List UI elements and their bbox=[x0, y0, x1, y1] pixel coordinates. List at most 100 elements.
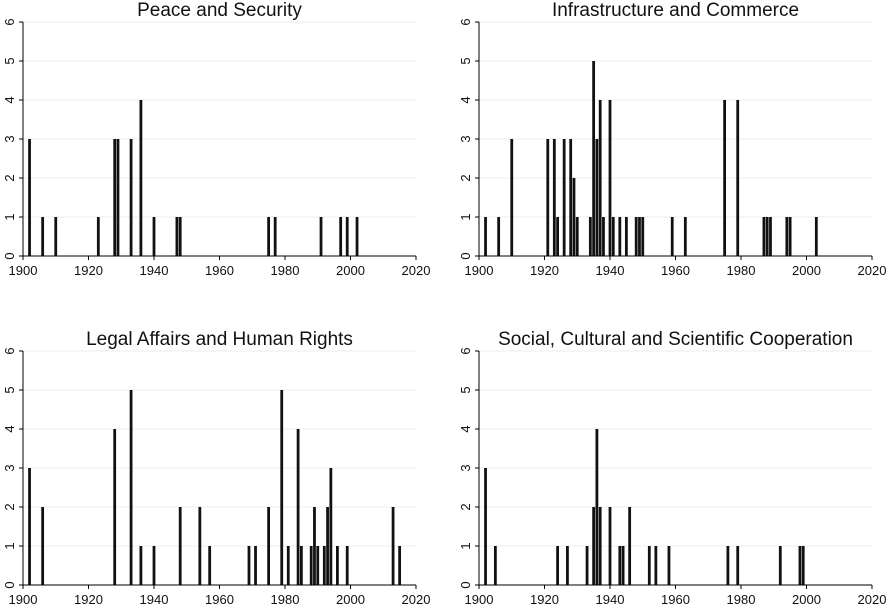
y-tick-label: 2 bbox=[2, 174, 17, 181]
y-tick-label: 3 bbox=[2, 464, 17, 471]
bar bbox=[198, 507, 202, 585]
bar bbox=[611, 217, 615, 256]
x-tick-label: 1920 bbox=[74, 592, 103, 607]
bar bbox=[493, 546, 497, 585]
bar bbox=[175, 217, 179, 256]
bar bbox=[556, 546, 559, 585]
bar bbox=[569, 139, 573, 256]
bar bbox=[28, 139, 31, 256]
bar bbox=[608, 100, 612, 256]
bar bbox=[152, 217, 156, 256]
panel-title: Social, Cultural and Scientific Cooperat… bbox=[498, 329, 853, 350]
bar bbox=[798, 546, 802, 585]
bar bbox=[152, 546, 156, 585]
bar bbox=[280, 390, 284, 585]
bar bbox=[113, 139, 117, 256]
bar bbox=[319, 217, 323, 256]
bar bbox=[41, 507, 45, 585]
x-tick-label: 1960 bbox=[661, 263, 690, 278]
y-tick-label: 5 bbox=[2, 57, 17, 64]
y-tick-label: 4 bbox=[2, 96, 17, 103]
bar bbox=[113, 429, 117, 585]
bar bbox=[618, 546, 622, 585]
bar bbox=[736, 546, 740, 585]
bar bbox=[116, 139, 120, 256]
x-tick-label: 1900 bbox=[465, 263, 494, 278]
x-tick-label: 1920 bbox=[530, 592, 559, 607]
bar bbox=[621, 546, 625, 585]
bar bbox=[769, 217, 772, 256]
bar bbox=[654, 546, 658, 585]
bar bbox=[624, 217, 628, 256]
chart-panel-social-cultural-and-scientific-cooperation: 1900 1920 1940 1960 1980 2000 2020 0 1 2 3 4 5 6 Socia… bbox=[458, 329, 886, 607]
y-tick-label: 4 bbox=[2, 425, 17, 432]
bar bbox=[575, 217, 579, 256]
y-tick-label: 2 bbox=[2, 503, 17, 510]
x-tick-label: 2000 bbox=[792, 592, 821, 607]
y-tick-label: 3 bbox=[458, 464, 473, 471]
bar bbox=[595, 429, 599, 585]
bar bbox=[736, 100, 740, 256]
bar bbox=[139, 546, 143, 585]
bar bbox=[316, 546, 320, 585]
bar bbox=[286, 546, 290, 585]
bar bbox=[139, 100, 143, 256]
y-tick-label: 4 bbox=[458, 425, 473, 432]
x-tick-label: 1980 bbox=[727, 263, 756, 278]
y-tick-label: 6 bbox=[458, 18, 473, 25]
x-tick-label: 1940 bbox=[596, 592, 625, 607]
x-tick-label: 2020 bbox=[858, 263, 887, 278]
bar bbox=[398, 546, 402, 585]
bar bbox=[273, 217, 277, 256]
bar bbox=[41, 217, 45, 256]
x-tick-label: 2020 bbox=[858, 592, 887, 607]
x-tick-label: 2000 bbox=[336, 592, 365, 607]
bar bbox=[785, 217, 789, 256]
bar bbox=[326, 507, 329, 585]
bar bbox=[556, 217, 559, 256]
x-tick-label: 2000 bbox=[792, 263, 821, 278]
x-tick-label: 1900 bbox=[9, 263, 38, 278]
bar bbox=[322, 546, 326, 585]
y-tick-label: 3 bbox=[458, 135, 473, 142]
y-tick-label: 6 bbox=[2, 347, 17, 354]
bar bbox=[129, 139, 133, 256]
bar bbox=[54, 217, 58, 256]
bar bbox=[546, 139, 550, 256]
bar bbox=[723, 100, 727, 256]
bar bbox=[208, 546, 212, 585]
bar bbox=[254, 546, 257, 585]
bar bbox=[762, 217, 766, 256]
bar bbox=[598, 507, 602, 585]
x-tick-label: 2000 bbox=[336, 263, 365, 278]
bar bbox=[562, 139, 566, 256]
bar bbox=[683, 217, 687, 256]
x-tick-label: 1940 bbox=[140, 592, 169, 607]
x-tick-label: 1980 bbox=[271, 592, 300, 607]
y-tick-label: 0 bbox=[458, 581, 473, 588]
bar bbox=[336, 546, 339, 585]
y-tick-label: 1 bbox=[2, 542, 17, 549]
panel-title: Peace and Security bbox=[137, 0, 302, 21]
bar bbox=[667, 546, 671, 585]
x-tick-label: 1940 bbox=[596, 263, 625, 278]
x-tick-label: 1920 bbox=[530, 263, 559, 278]
bar bbox=[801, 546, 805, 585]
panel-title: Legal Affairs and Human Rights bbox=[86, 329, 353, 350]
x-tick-label: 1980 bbox=[727, 592, 756, 607]
bar bbox=[628, 507, 632, 585]
y-tick-label: 0 bbox=[2, 252, 17, 259]
bar bbox=[641, 217, 645, 256]
bar bbox=[670, 217, 674, 256]
y-tick-label: 5 bbox=[458, 386, 473, 393]
y-tick-label: 6 bbox=[458, 347, 473, 354]
bar bbox=[497, 217, 501, 256]
bar bbox=[618, 217, 622, 256]
y-tick-label: 1 bbox=[458, 542, 473, 549]
x-tick-label: 1920 bbox=[74, 263, 103, 278]
bar bbox=[788, 217, 792, 256]
bar bbox=[552, 139, 556, 256]
y-tick-label: 0 bbox=[458, 252, 473, 259]
bar bbox=[267, 217, 271, 256]
